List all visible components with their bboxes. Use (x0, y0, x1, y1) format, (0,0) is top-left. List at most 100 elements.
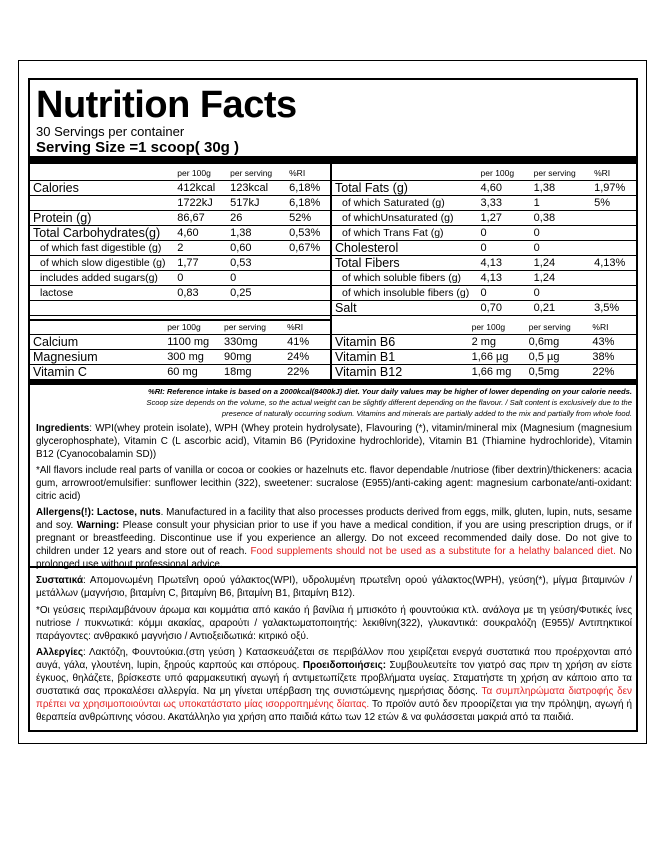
row-label: of which Saturated (g) (332, 195, 478, 211)
ri-cell: 22% (589, 364, 636, 380)
thick-divider-bottom (30, 380, 636, 385)
row-label (30, 320, 165, 335)
left-nutrient-table: per 100g per serving %RI Calories 412kcal 123… (30, 166, 330, 316)
table-row: Total Fats (g) 4,60 1,38 1,97% (332, 180, 636, 196)
ri-cell (591, 285, 636, 301)
table-row: includes added sugars(g) 0 0 (30, 270, 330, 286)
ri-cell: 0,53% (286, 225, 330, 241)
warning-label: Warning: (76, 520, 120, 531)
per-serving-cell: 90mg (220, 349, 285, 365)
per-serving-cell: 0 (227, 270, 287, 286)
row-label (30, 195, 175, 211)
ingredients-label-gr: Συστατικά (36, 575, 84, 586)
per-100g-cell: 412kcal (174, 180, 228, 196)
row-label: includes added sugars(g) (30, 270, 175, 286)
allergens-text: . Manufactured in a facility that also p… (36, 507, 632, 531)
per-100g-cell: per 100g (164, 320, 221, 335)
allergens-label: Allergens(!): Lactose, nuts (36, 507, 161, 518)
table-row: lactose 0,83 0,25 (30, 285, 330, 301)
flavors-en: *All flavors include real parts of vanil… (36, 465, 632, 502)
per-serving-cell: 1 (530, 195, 592, 211)
per-serving-cell (227, 300, 287, 316)
per-serving-cell: 0,5 µg (525, 349, 590, 365)
right-nutrient-table: per 100g per serving %RI Total Fats (g) 4,60… (332, 166, 636, 316)
row-label: of which soluble fibers (g) (332, 270, 478, 286)
per-100g-cell: 60 mg (164, 364, 221, 380)
ri-cell (591, 225, 636, 241)
warning-label-gr: Προειδοποιήσεις: (302, 660, 386, 671)
thick-divider (30, 156, 636, 164)
per-100g-cell: 2 mg (468, 334, 526, 350)
ri-cell (286, 285, 330, 301)
allergens-text-gr: : Λακτόζη, Φουντούκια.(στη γεύση ) Κατασ… (36, 647, 632, 671)
table-row: of which Saturated (g) 3,33 1 5% (332, 195, 636, 211)
ri-cell: 1,97% (591, 180, 636, 196)
row-label: of which Trans Fat (g) (332, 225, 478, 241)
ri-cell: 5% (591, 195, 636, 211)
row-label: Calories (30, 180, 175, 196)
per-serving-cell: 0,53 (227, 255, 287, 271)
ri-cell: 6,18% (286, 180, 330, 196)
table-row: of which insoluble fibers (g) 0 0 (332, 285, 636, 301)
row-label: Total Fats (g) (332, 180, 478, 196)
ri-cell (591, 240, 636, 256)
per-serving-cell: 0,38 (530, 210, 592, 226)
table-row: Magnesium 300 mg 90mg 24% (30, 349, 330, 365)
per-100g-cell: 0,70 (477, 300, 531, 316)
ri-cell: 24% (284, 349, 330, 365)
warning-text-gr: Συμβουλευτείτε τον γιατρό σας πριν τη χρ… (36, 660, 633, 697)
ingredients-text-gr: : Απομονωμένη Πρωτεΐνη ορού γάλακτος(WPI… (36, 575, 632, 599)
per-100g-cell: 1,27 (477, 210, 531, 226)
language-divider (30, 566, 636, 568)
ri-cell: 52% (286, 210, 330, 226)
ri-cell: 38% (589, 349, 636, 365)
row-label: of which fast digestible (g) (30, 240, 175, 256)
row-label: Magnesium (30, 349, 165, 365)
serving-size: Serving Size =1 scoop( 30g ) (36, 139, 239, 156)
ri-cell: 43% (589, 334, 636, 350)
row-label: Salt (332, 300, 478, 316)
nutrition-label: Nutrition Facts 30 Servings per containe… (28, 78, 638, 732)
warning-end-text-gr: Το προϊόν αυτό δεν προορίζεται για την π… (36, 699, 632, 723)
per-100g-cell: per 100g (468, 320, 526, 335)
ri-cell: 4,13% (591, 255, 636, 271)
per-serving-cell: 1,24 (530, 255, 592, 271)
per-100g-cell: per 100g (477, 166, 531, 181)
per-100g-cell: 4,13 (477, 270, 531, 286)
per-serving-cell: 330mg (220, 334, 285, 350)
row-label: Vitamin B12 (332, 364, 469, 380)
scoop-note: Scoop size depends on the volume, so the… (146, 398, 632, 407)
per-serving-cell: 18mg (220, 364, 285, 380)
per-100g-cell: 0 (477, 225, 531, 241)
allergens-label-gr: Αλλεργίες (36, 647, 83, 658)
row-label: Cholesterol (332, 240, 478, 256)
vitamins-note: presence of naturally occurring sodium. … (221, 409, 632, 418)
table-row: Salt 0,70 0,21 3,5% (332, 300, 636, 316)
ri-cell: 41% (284, 334, 330, 350)
ri-cell: 6,18% (286, 195, 330, 211)
table-row: of which Trans Fat (g) 0 0 (332, 225, 636, 241)
page-frame (18, 60, 647, 744)
row-label: Vitamin C (30, 364, 165, 380)
per-serving-cell: 123kcal (227, 180, 287, 196)
per-100g-cell: 4,13 (477, 255, 531, 271)
allergens-gr: Αλλεργίες: Λακτόζη, Φουντούκια.(στη γεύσ… (36, 646, 632, 724)
ri-cell (286, 270, 330, 286)
row-label: Total Carbohydrates(g) (30, 225, 175, 241)
per-100g-cell: 0 (477, 240, 531, 256)
warning-red-text-gr: Τα συμπληρώματα διατροφής δεν πρέπει να … (36, 686, 632, 710)
row-label: Total Fibers (332, 255, 478, 271)
row-label: lactose (30, 285, 175, 301)
warning-end-text: No prolonged use without professional ad… (36, 546, 632, 570)
table-row: Vitamin B6 2 mg 0,6mg 43% (332, 334, 636, 350)
table-row: of which fast digestible (g) 2 0,60 0,67% (30, 240, 330, 256)
per-serving-cell: 0,25 (227, 285, 287, 301)
row-label (332, 320, 469, 335)
warning-text: Please consult your physician prior to u… (36, 520, 632, 557)
row-label (30, 300, 175, 316)
table-row: Total Carbohydrates(g) 4,60 1,38 0,53% (30, 225, 330, 241)
per-serving-cell: 26 (227, 210, 287, 226)
table-header-row: per 100g per serving %RI (30, 320, 330, 335)
ri-cell (286, 300, 330, 316)
table-row: Vitamin B12 1,66 mg 0,5mg 22% (332, 364, 636, 380)
